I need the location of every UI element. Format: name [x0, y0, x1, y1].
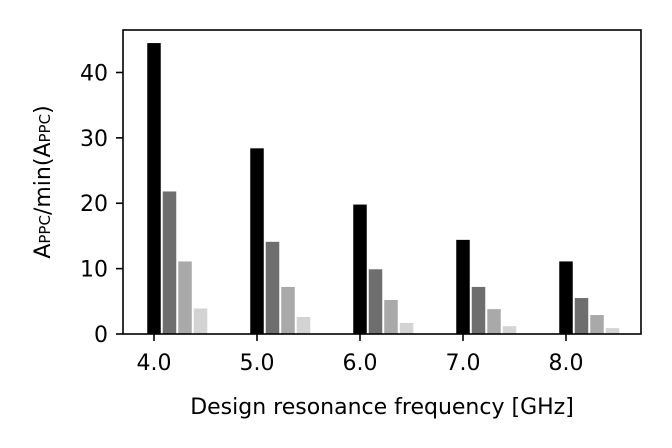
x-axis-label: Design resonance frequency [GHz]: [190, 395, 574, 420]
x-axis: 4.0 5.0 6.0 7.0 8.0: [137, 334, 584, 376]
y-tick-label: 0: [94, 323, 108, 348]
x-tick-label: 6.0: [343, 351, 378, 376]
bar-series2-7.0: [471, 286, 486, 334]
bar-series3-6.0: [384, 300, 398, 334]
bar-series1-7.0: [456, 239, 470, 334]
bar-series2-6.0: [368, 269, 383, 334]
bar-series4-7.0: [502, 326, 517, 334]
x-tick-label: 5.0: [240, 351, 275, 376]
bar-series3-8.0: [590, 315, 604, 334]
bar-series1-8.0: [559, 261, 573, 334]
x-tick-label: 4.0: [137, 351, 172, 376]
bar-series4-8.0: [605, 328, 620, 334]
bar-series1-4.0: [147, 43, 161, 334]
bar-series1-6.0: [353, 204, 367, 334]
y-tick-label: 30: [80, 127, 108, 152]
bars-group: [147, 43, 620, 334]
bar-series3-4.0: [178, 261, 192, 334]
bar-series4-4.0: [193, 308, 208, 334]
plot-frame: [122, 29, 642, 335]
y-axis: 0 10 20 30 40: [80, 61, 123, 348]
x-tick-label: 7.0: [446, 351, 481, 376]
y-tick-label: 40: [80, 61, 108, 86]
bar-series4-6.0: [399, 322, 414, 334]
bar-series3-5.0: [281, 286, 295, 334]
y-axis-label: APPC/min(APPC): [31, 105, 56, 258]
y-tick-label: 20: [80, 192, 108, 217]
bar-series1-5.0: [250, 148, 264, 334]
bar-series2-8.0: [574, 298, 589, 334]
bar-series2-5.0: [265, 241, 280, 334]
bar-series3-7.0: [487, 309, 501, 334]
y-tick-label: 10: [80, 258, 108, 283]
x-tick-label: 8.0: [549, 351, 584, 376]
bar-series4-5.0: [296, 317, 311, 334]
bar-series2-4.0: [162, 191, 177, 334]
